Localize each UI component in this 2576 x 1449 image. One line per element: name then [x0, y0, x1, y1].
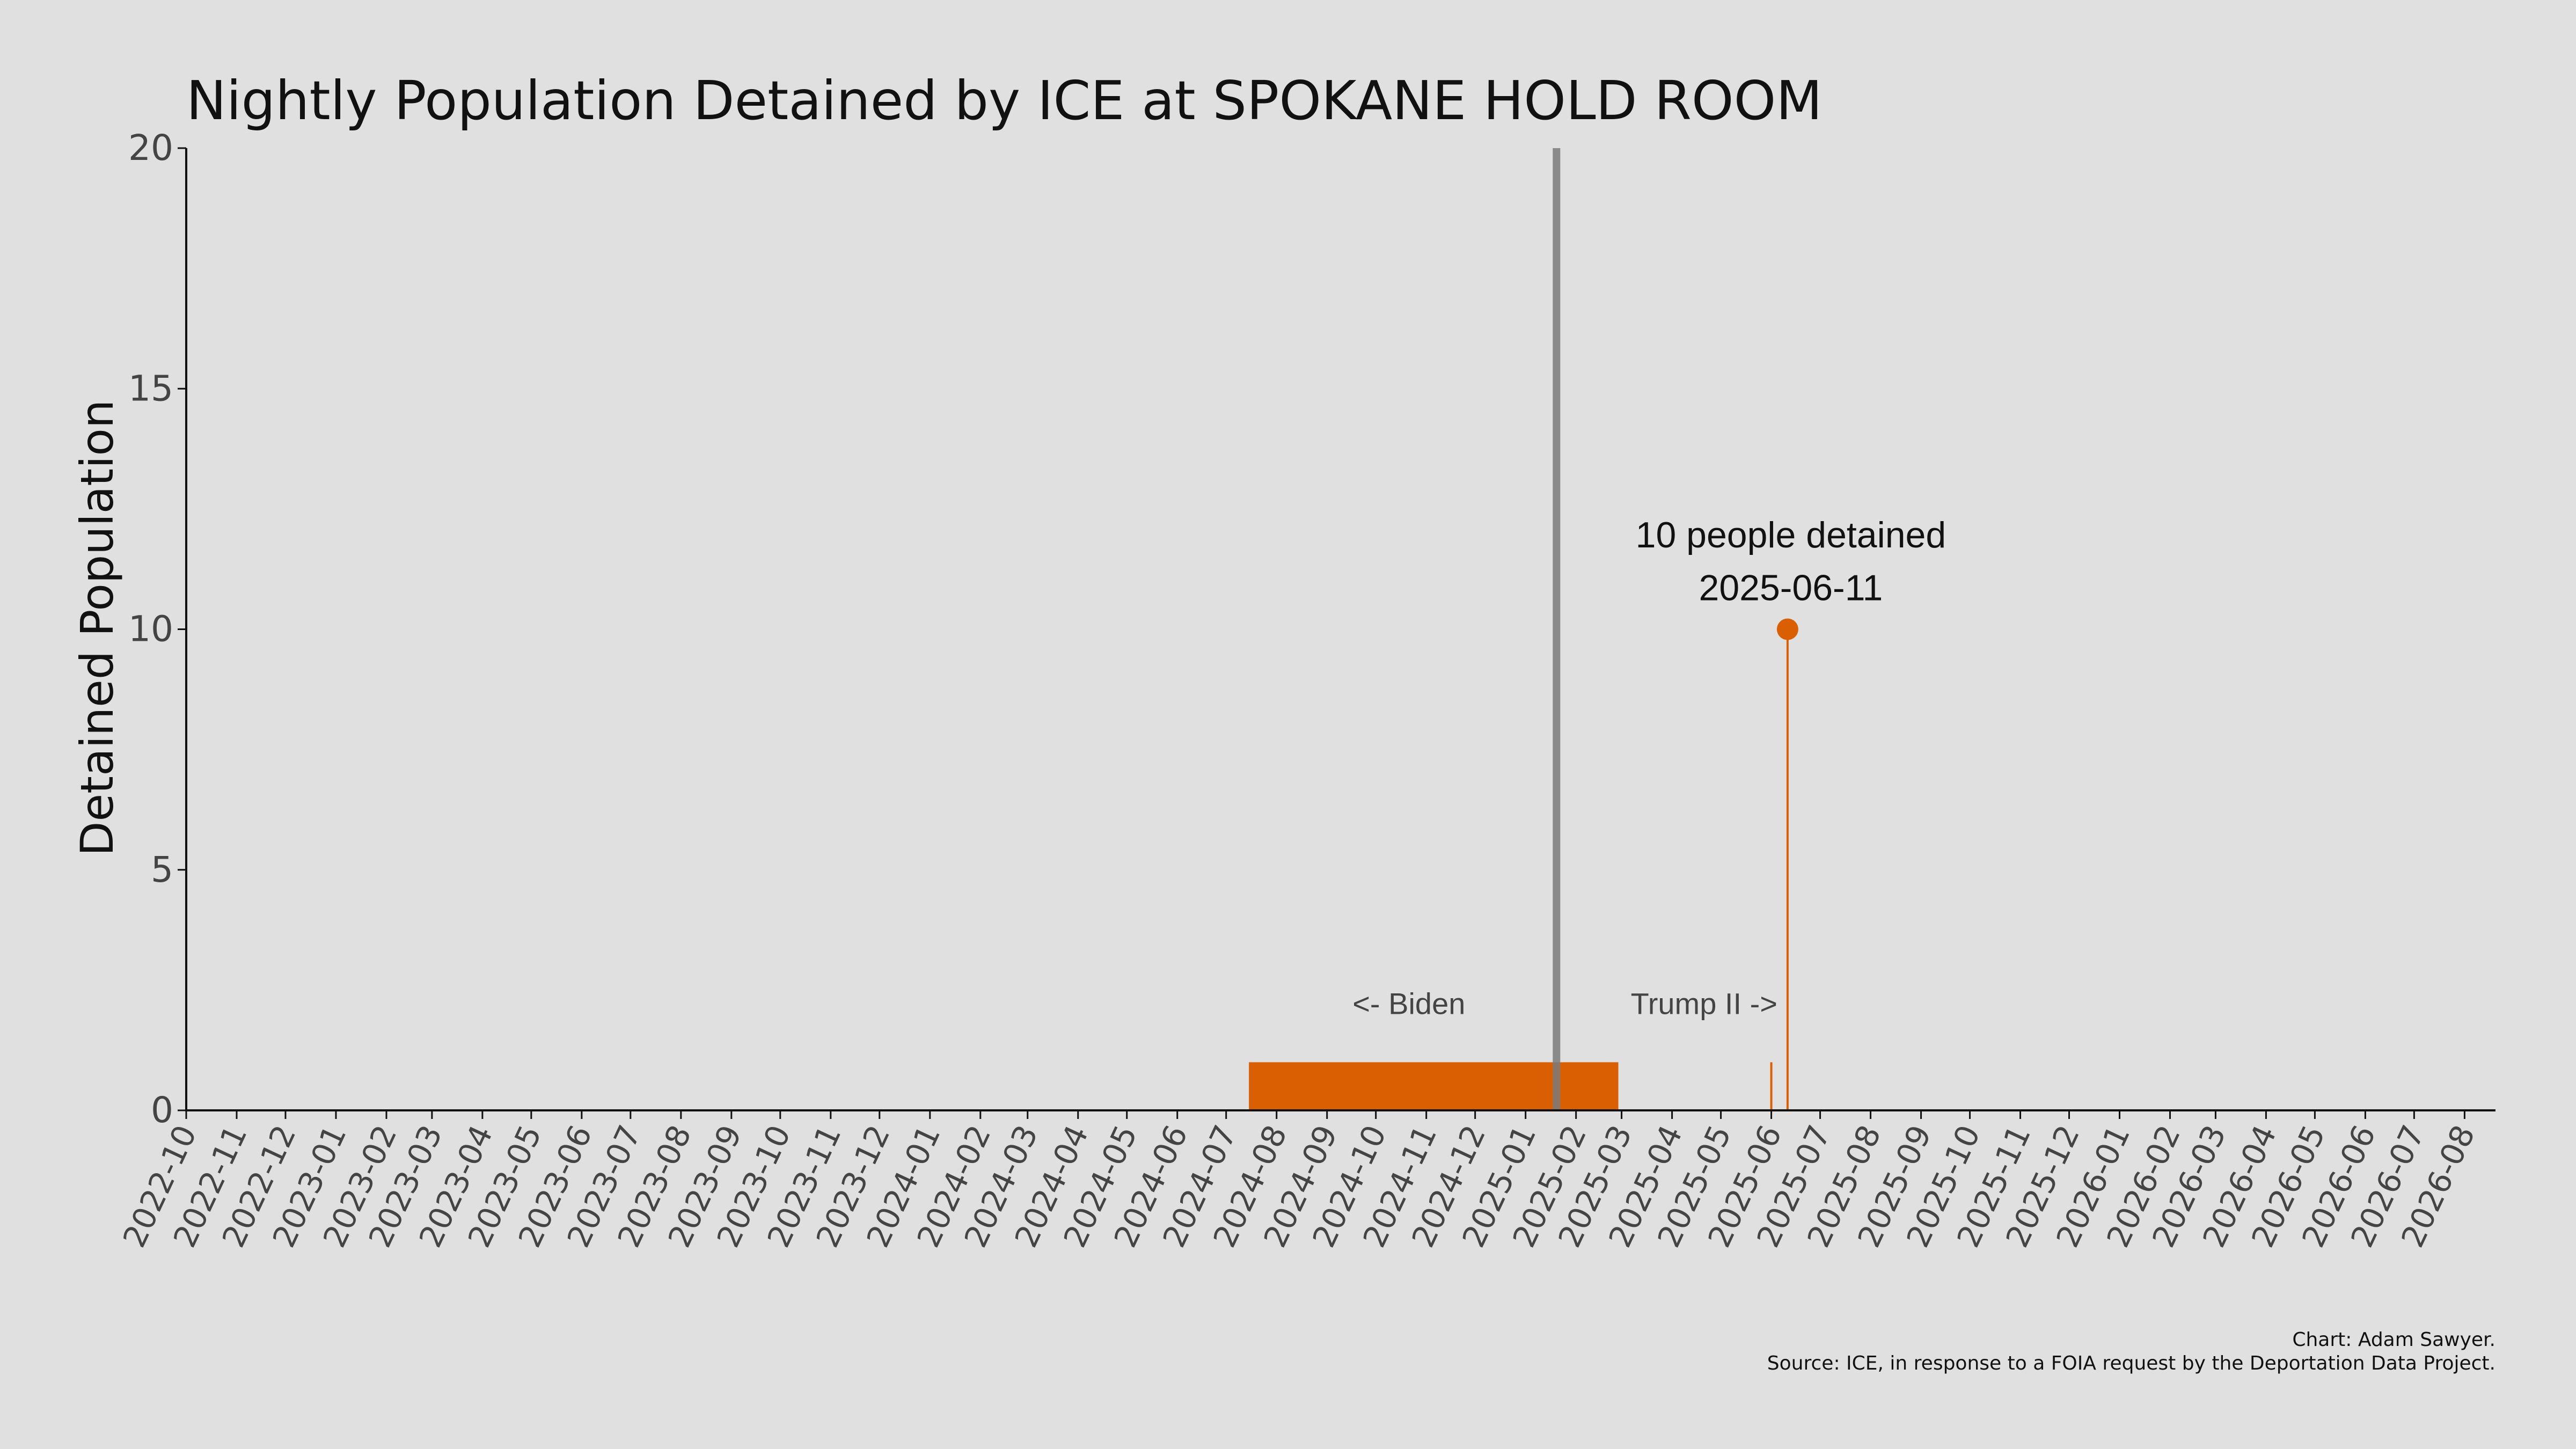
highlight-annotation-date: 2025-06-11	[1699, 568, 1883, 609]
era-label-biden: <- Biden	[1352, 987, 1465, 1021]
y-axis-label: Detained Population	[71, 400, 123, 856]
y-tick-label: 10	[128, 609, 173, 650]
y-tick-label: 5	[151, 849, 173, 890]
caption-source: Source: ICE, in response to a FOIA reque…	[1767, 1352, 2496, 1374]
y-tick-label: 20	[128, 127, 173, 169]
y-tick-label: 15	[128, 368, 173, 409]
chart-title: Nightly Population Detained by ICE at SP…	[186, 69, 1823, 132]
bar	[1249, 1062, 1619, 1110]
highlight-annotation-count: 10 people detained	[1636, 515, 1946, 555]
chart-marks	[1249, 148, 1798, 1110]
y-tick-label: 0	[151, 1089, 173, 1131]
era-label-trump: Trump II ->	[1631, 987, 1777, 1021]
highlight-point	[1776, 618, 1798, 640]
caption-credit: Chart: Adam Sawyer.	[2292, 1329, 2496, 1351]
